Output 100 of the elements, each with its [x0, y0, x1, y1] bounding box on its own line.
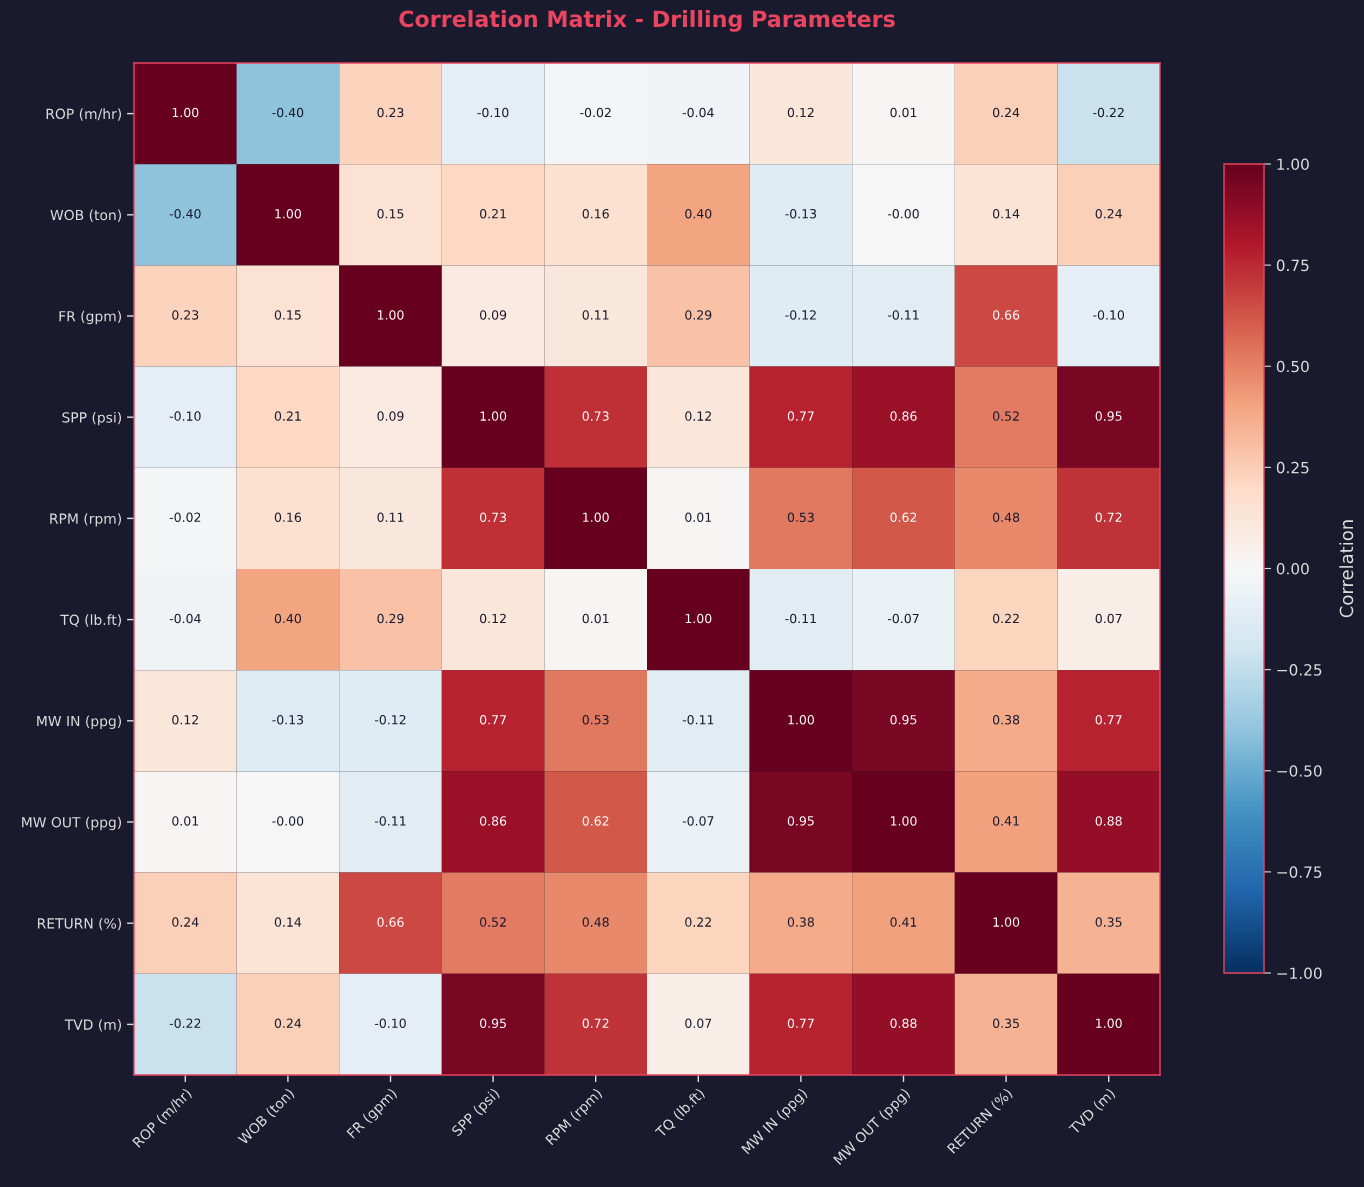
color-bar-label: −0.25 — [1277, 664, 1322, 676]
data-label: -0.07 — [682, 816, 714, 826]
data-label: 0.01 — [685, 512, 712, 523]
data-label: 0.11 — [377, 512, 404, 523]
data-label: -0.40 — [169, 208, 201, 219]
data-label: -0.13 — [785, 208, 817, 219]
data-label: -0.22 — [169, 1018, 201, 1029]
data-label: 1.00 — [480, 411, 507, 421]
data-label: 0.01 — [890, 107, 917, 118]
data-label: 0.66 — [377, 917, 404, 927]
data-label: 0.38 — [787, 917, 814, 927]
data-label: 0.09 — [377, 411, 404, 421]
data-label: 0.12 — [787, 107, 814, 118]
data-label: -0.07 — [887, 613, 919, 624]
data-label: 0.53 — [582, 714, 609, 725]
data-label: -0.04 — [682, 107, 714, 118]
data-label: 0.23 — [172, 310, 199, 320]
data-label: -0.04 — [169, 613, 201, 624]
data-label: 0.77 — [1095, 714, 1122, 725]
color-bar-label: 0.25 — [1276, 461, 1309, 474]
data-label: 0.41 — [890, 917, 917, 927]
data-label: -0.10 — [1093, 310, 1125, 320]
color-bar-label: 0.50 — [1276, 360, 1309, 373]
y-tick-label: RETURN (%) — [37, 917, 121, 931]
data-label: 0.72 — [582, 1018, 609, 1029]
data-label: 1.00 — [890, 816, 917, 826]
data-label: 0.86 — [480, 816, 507, 826]
data-label: 0.07 — [685, 1018, 712, 1029]
chart-title: Correlation Matrix - Drilling Parameters — [399, 10, 895, 32]
data-label: 0.52 — [993, 411, 1019, 421]
data-label: 1.00 — [583, 512, 609, 523]
y-tick-label: WOB (ton) — [50, 209, 121, 222]
data-label: 0.48 — [993, 512, 1020, 523]
data-label: 0.88 — [890, 1018, 917, 1029]
data-label: 0.21 — [480, 208, 506, 219]
data-label: 0.01 — [172, 816, 199, 826]
data-label: -0.10 — [374, 1018, 406, 1029]
data-label: 0.29 — [377, 613, 404, 624]
data-label: 0.15 — [274, 310, 301, 320]
data-label: 0.66 — [993, 310, 1020, 320]
data-label: -0.40 — [272, 107, 304, 118]
data-label: 0.41 — [993, 816, 1019, 826]
data-label: 0.22 — [993, 613, 1019, 624]
data-label: -0.00 — [272, 816, 304, 826]
data-label: 0.62 — [890, 512, 917, 523]
data-label: 0.24 — [993, 107, 1020, 118]
data-label: 0.16 — [582, 208, 609, 219]
data-label: -0.11 — [682, 714, 714, 725]
data-label: 0.73 — [480, 512, 507, 523]
y-tick-label: MW IN (ppg) — [37, 715, 121, 729]
data-label: 0.40 — [274, 613, 301, 624]
data-label: -0.02 — [169, 512, 201, 523]
data-label: 0.12 — [685, 411, 711, 421]
data-label: 0.12 — [480, 613, 506, 624]
y-tick-label: FR (gpm) — [59, 310, 121, 325]
data-label: 0.77 — [787, 411, 814, 421]
data-label: 0.24 — [172, 917, 199, 927]
data-label: 0.77 — [787, 1018, 814, 1029]
data-label: 0.52 — [480, 917, 506, 927]
data-label: -0.00 — [887, 208, 919, 219]
data-label: 0.62 — [582, 816, 609, 826]
y-tick-label: TQ (lb.ft) — [60, 614, 121, 627]
data-label: 0.14 — [274, 917, 302, 927]
data-label: -0.11 — [374, 816, 406, 826]
data-label: 0.48 — [582, 917, 609, 927]
data-label: -0.12 — [785, 310, 816, 320]
data-label: 1.00 — [685, 613, 712, 624]
data-label: 0.88 — [1095, 816, 1122, 826]
data-label: 1.00 — [1096, 1018, 1122, 1029]
data-label: 0.14 — [993, 208, 1020, 219]
data-label: 0.11 — [582, 310, 609, 320]
data-label: -0.10 — [477, 107, 509, 118]
color-bar-label: 0.00 — [1276, 562, 1309, 575]
data-label: 0.72 — [1095, 512, 1122, 523]
data-label: 0.35 — [1095, 917, 1122, 927]
color-bar-label: 0.75 — [1276, 259, 1309, 272]
data-label: 0.24 — [1095, 208, 1122, 219]
y-tick-label: ROP (m/hr) — [46, 108, 121, 121]
data-label: 1.00 — [275, 208, 301, 219]
data-label: 0.21 — [274, 411, 301, 421]
data-label: -0.11 — [887, 310, 919, 320]
data-label: 0.09 — [480, 310, 507, 320]
data-label: 0.38 — [993, 714, 1020, 725]
data-label: 0.95 — [787, 816, 814, 826]
data-label: 0.95 — [1095, 411, 1122, 421]
data-label: 0.53 — [787, 512, 814, 523]
color-bar-label: −1.00 — [1277, 967, 1322, 980]
color-bar-title: Correlation — [1339, 520, 1354, 618]
data-label: -0.02 — [580, 107, 611, 118]
data-label: 0.86 — [890, 411, 917, 421]
data-label: 1.00 — [377, 310, 404, 320]
data-label: 0.29 — [685, 310, 712, 320]
x-tick-label: TVD (m) — [1068, 1087, 1117, 1137]
y-tick-label: RPM (rpm) — [50, 513, 121, 527]
data-label: 0.73 — [582, 411, 609, 421]
data-label: -0.10 — [169, 411, 201, 421]
color-bar-label: 1.00 — [1277, 158, 1309, 171]
data-label: 0.24 — [274, 1018, 302, 1029]
data-label: 0.22 — [685, 917, 711, 927]
data-label: -0.13 — [272, 714, 304, 725]
